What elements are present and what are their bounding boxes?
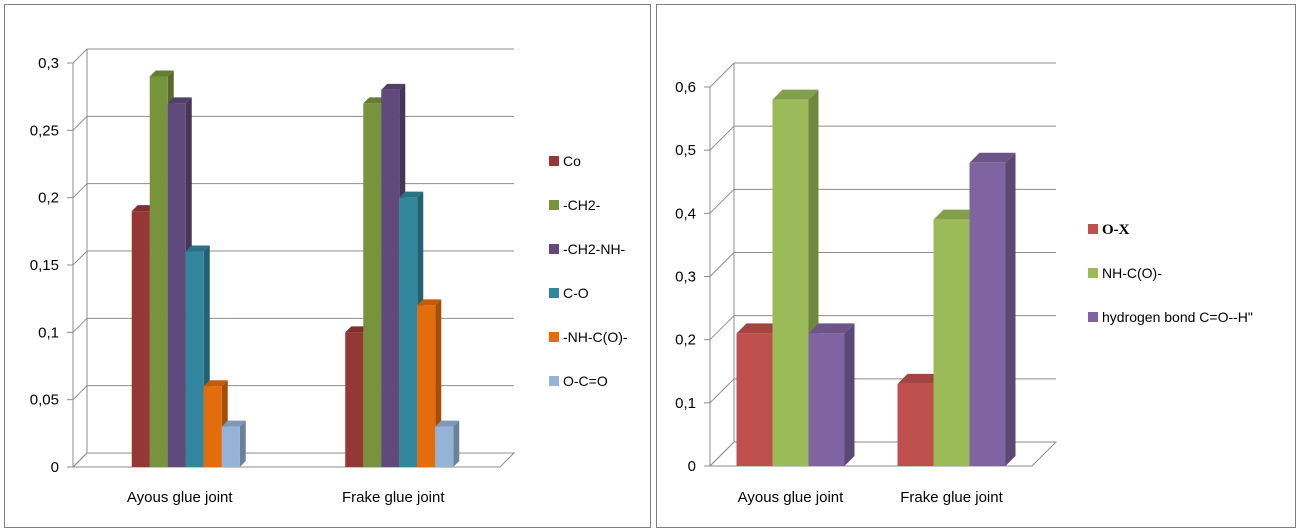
x-tick-label: Ayous glue joint [738,489,844,506]
legend-label: C-O [563,285,589,301]
y-tick-label: 0,05 [30,392,59,409]
bar-top [808,323,855,334]
bar [345,332,364,467]
bar [933,219,970,466]
bar [131,211,150,467]
bar-top [435,420,460,427]
bar [772,99,809,466]
side-wall-line [709,252,735,277]
y-tick-label: 0,2 [675,332,696,349]
bar-top [772,89,819,100]
bar [149,76,168,467]
bar-top [185,245,210,252]
bar [185,251,204,467]
bar-top [221,420,246,427]
bar [435,426,454,467]
x-tick-label: Frake glue joint [342,489,445,506]
bar-top [933,209,980,220]
x-tick-label: Ayous glue joint [127,489,233,506]
x-tick-label: Frake glue joint [900,489,1003,506]
legend-label: -CH2- [563,197,601,213]
legend-label: -NH-C(O)- [563,329,628,345]
side-wall-line [72,250,88,266]
y-tick-label: 0,2 [38,190,59,207]
legend-swatch [1088,268,1098,278]
legend-label: -CH2-NH- [563,241,626,257]
bar-top [381,83,406,90]
y-tick-label: 0,25 [30,122,59,139]
legend-label: hydrogen bond C=O--H" [1102,309,1253,325]
side-wall-line [72,183,88,199]
y-tick-label: 0 [688,458,696,475]
bar-top [736,323,783,334]
bar-top [969,152,1016,163]
legend-swatch [549,244,559,254]
legend-swatch [549,200,559,210]
y-tick-label: 0,6 [675,79,696,96]
bar [363,103,382,468]
bar [897,383,934,466]
legend-label: O-X [1102,222,1130,238]
side-wall-line [709,188,735,214]
bar-side [453,420,460,467]
legend-swatch [549,332,559,342]
side-wall-line [72,115,88,131]
legend-swatch [549,156,559,166]
bar-top [149,70,174,77]
side-wall-line [72,385,88,401]
chart-right: 0 0,1 0,2 0,3 0,4 0,5 0,6 Ayous glue joint Frake… [675,62,1253,506]
side-wall-line [72,48,88,64]
bar-top [417,299,442,306]
y-tick-label: 0,4 [675,205,696,222]
y-tick-label: 0,3 [38,55,59,72]
y-tick-label: 0,1 [675,395,696,412]
side-wall-line [72,317,88,333]
legend-swatch [1088,312,1098,322]
side-wall-line [709,378,735,404]
bar [808,333,845,466]
chart-panel-right: 0 0,1 0,2 0,3 0,4 0,5 0,6 Ayous glue joint Frake… [656,4,1296,528]
bar [399,197,418,467]
bar-side [844,323,855,466]
side-wall-line [709,315,735,341]
chart-left: 0 0,05 0,1 0,15 0,2 0,25 0,3 Ayous glue joint Fr… [30,48,628,506]
bar [221,426,240,467]
bar-top [167,97,192,104]
legend-swatch [549,376,559,386]
legend-swatch [1088,224,1098,234]
bar-top [399,191,424,198]
bar [736,333,773,466]
y-tick-label: 0 [51,459,59,476]
y-tick-label: 0,15 [30,257,59,274]
bar-side [1005,152,1016,467]
bar [969,162,1006,467]
bar-top [897,373,944,384]
bar-top [203,380,228,387]
legend-label: O-C=O [563,373,608,389]
legend-label: NH-C(O)- [1102,265,1162,281]
bar-side [239,420,246,467]
legend-label: Co [563,153,581,169]
legend-swatch [549,288,559,298]
bar [381,89,400,467]
side-wall-line [709,62,735,88]
bar [203,386,222,467]
y-tick-label: 0,5 [675,142,696,159]
y-tick-label: 0,3 [675,269,696,286]
chart-panel-left: 0 0,05 0,1 0,15 0,2 0,25 0,3 Ayous glue joint Fr… [4,4,651,528]
y-tick-label: 0,1 [38,324,59,341]
bar [417,305,436,467]
bar [167,103,186,468]
side-wall-line [709,125,735,151]
